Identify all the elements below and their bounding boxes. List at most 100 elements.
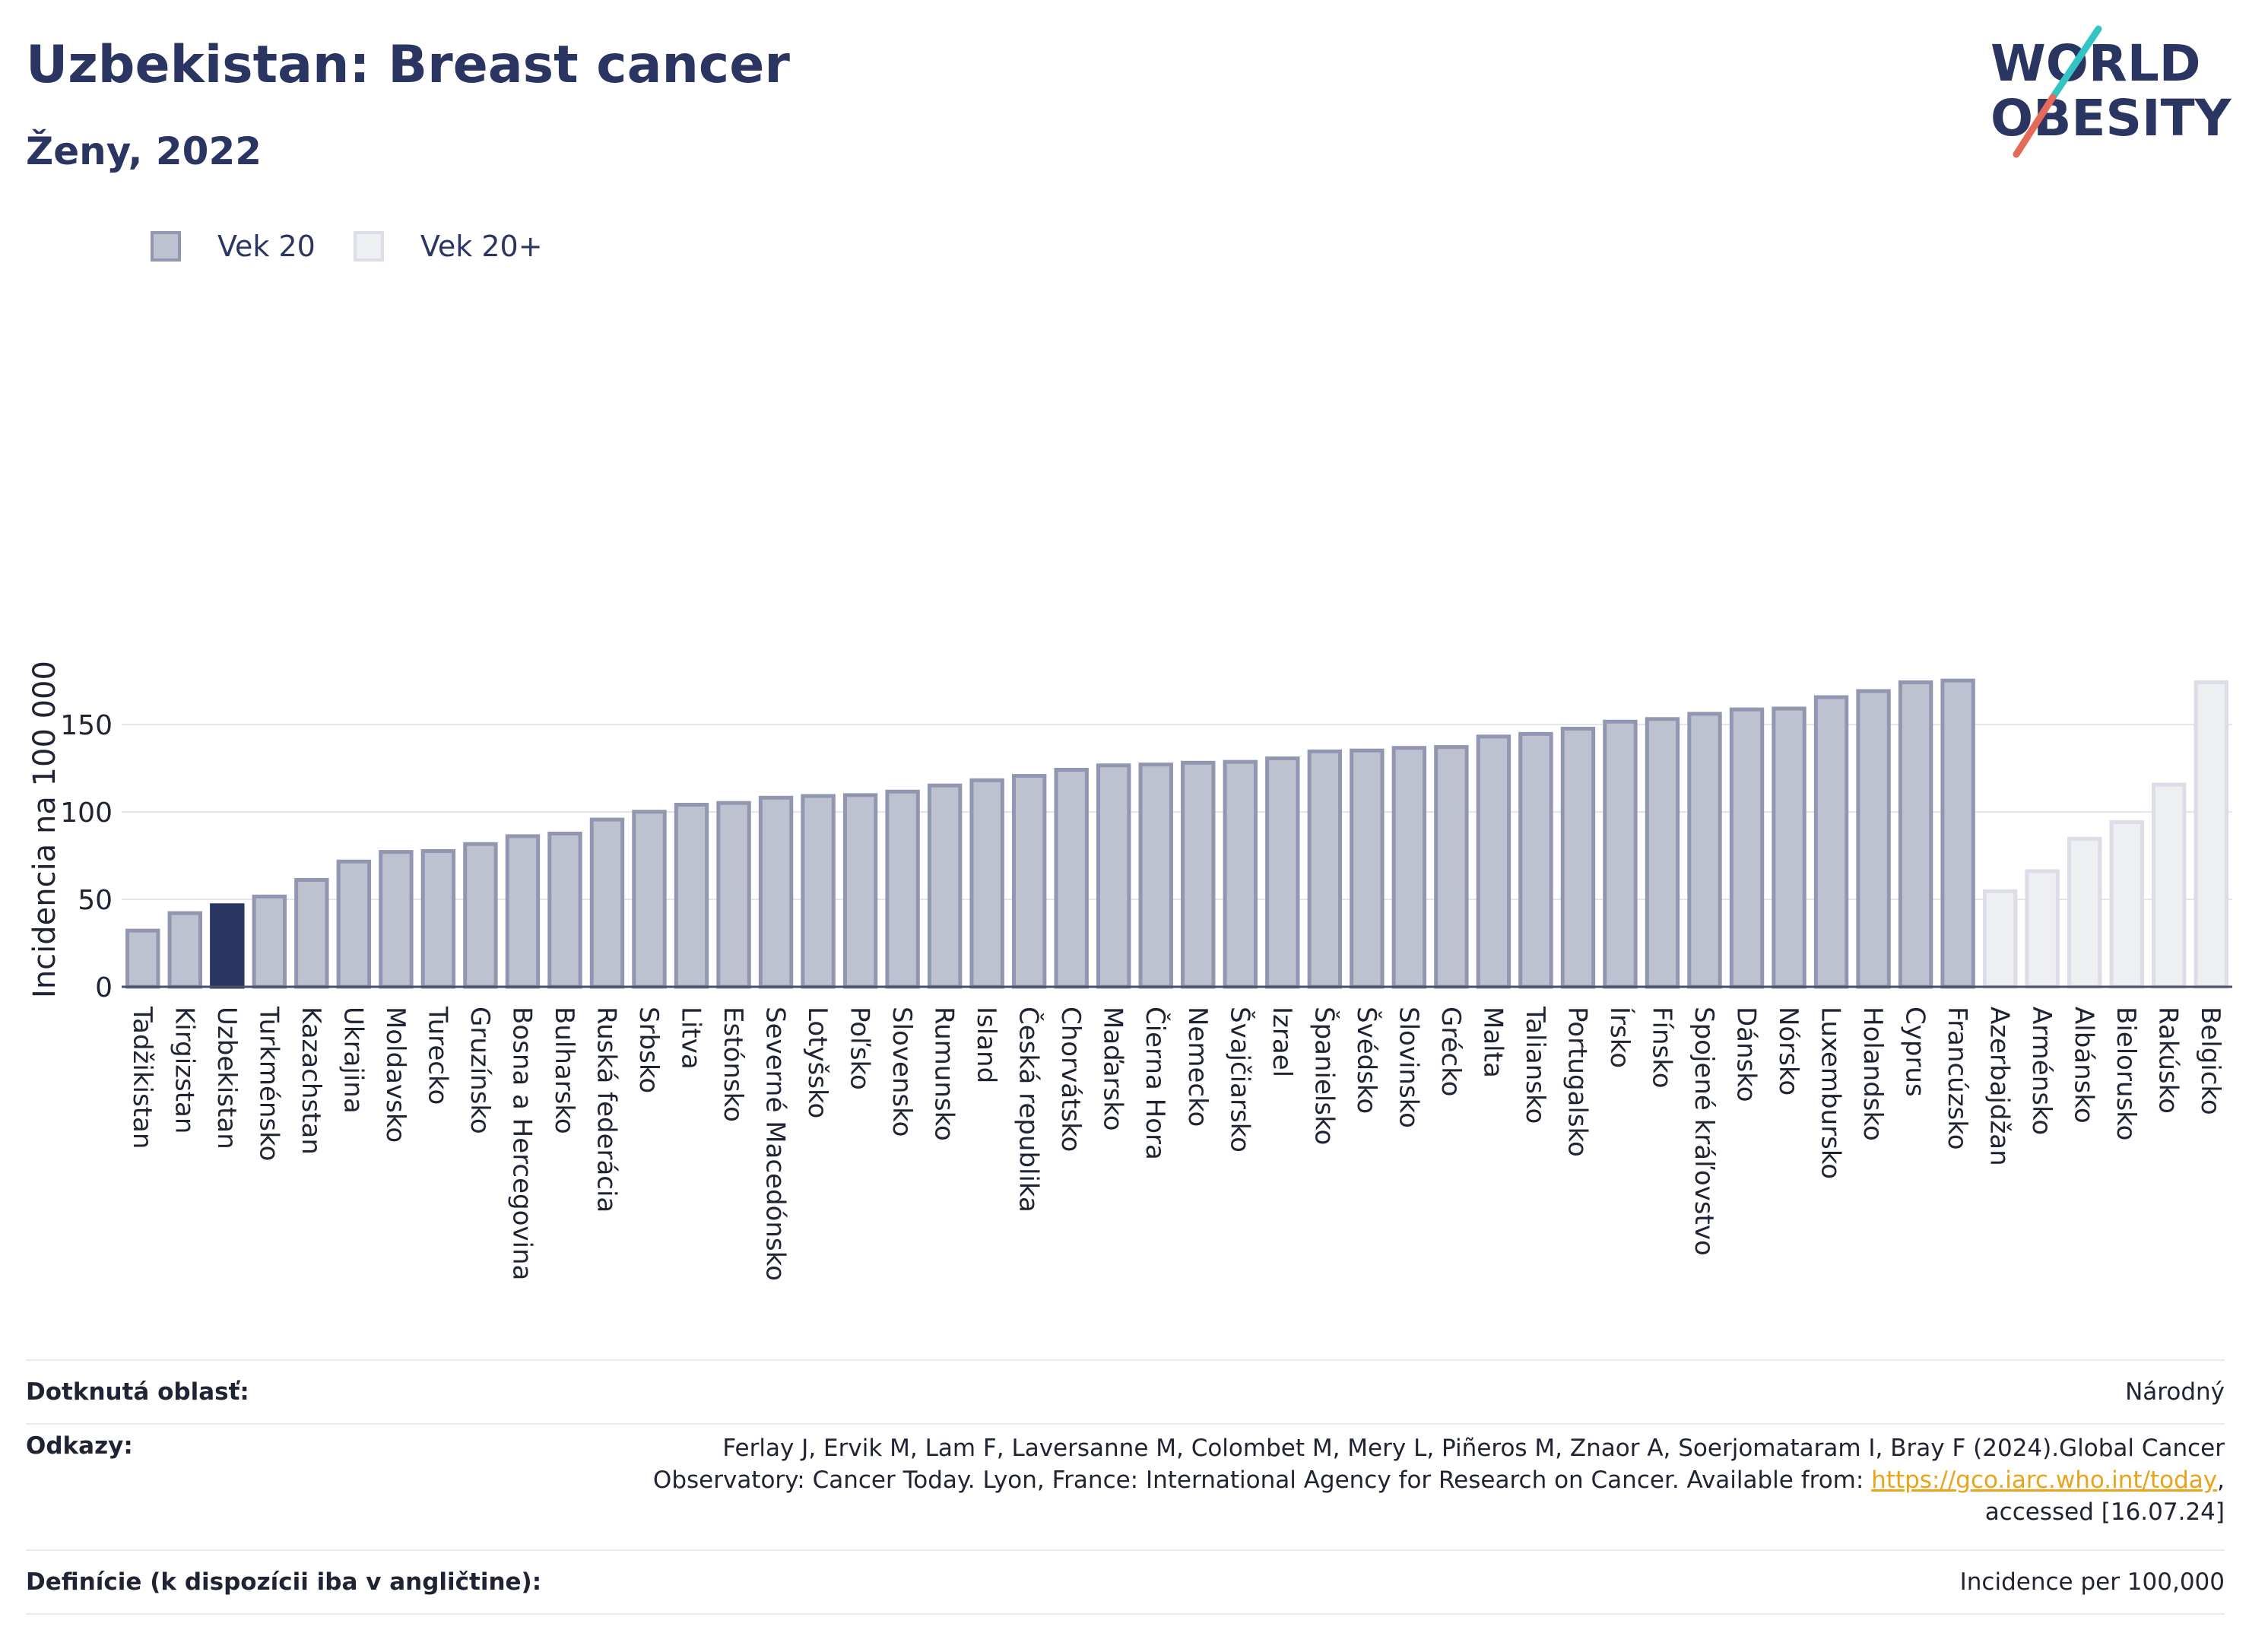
bar [2152,782,2187,989]
bar [1772,706,1806,989]
bar [252,894,287,989]
x-tick-label: Bosna a Hercegovina [506,1007,537,1280]
x-tick-label: Kirgizstan [169,1007,199,1134]
x-tick-label: Litva [676,1007,706,1070]
bar [758,795,794,989]
x-tick-label: Írsko [1604,1007,1635,1068]
x-tick-label: Nemecko [1182,1007,1213,1127]
bar [547,831,582,989]
x-tick-label: Turkménsko [253,1006,284,1161]
x-tick-label: Belgicko [2195,1007,2225,1115]
legend-swatch-vek-20-plus [353,231,384,262]
x-tick-label: Slovensko [887,1007,917,1137]
x-tick-label: Slovinsko [1393,1007,1423,1128]
info-refs-line2: Observatory: Cancer Today. Lyon, France:… [653,1464,2225,1496]
bar [1138,763,1173,989]
x-tick-label: Bulharsko [549,1007,579,1134]
x-tick-label: Arménsko [2026,1007,2057,1135]
x-tick-label: Rakúsko [2153,1007,2184,1114]
x-tick-label: Poľsko [845,1007,875,1090]
bar [1898,680,1933,989]
chart-title: Uzbekistan: Breast cancer [26,35,790,95]
x-tick-label: Fínsko [1646,1007,1676,1089]
x-tick-label: Moldavsko [380,1007,411,1143]
x-tick-label: Španielsko [1308,1007,1340,1145]
x-tick-label: Česká republika [1013,1007,1045,1213]
chart-legend: Vek 20 Vek 20+ [151,225,581,268]
logo-text-world: WORLD [1990,34,2201,93]
bar [1011,774,1047,989]
bar [1518,731,1553,989]
x-tick-label: Nórsko [1773,1007,1803,1096]
x-tick-label: Srbsko [633,1007,664,1093]
bar [2025,869,2060,989]
bar [1096,763,1131,989]
x-tick-label: Luxembursko [1816,1007,1846,1179]
x-tick-label: Cyprus [1900,1007,1930,1097]
bar [1476,734,1511,989]
x-tick-label: Taliansko [1520,1006,1550,1124]
reference-link[interactable]: https://gco.iarc.who.int/today [1871,1467,2218,1494]
x-tick-label: Čierna Hora [1140,1007,1171,1160]
bar [210,903,245,989]
x-tick-label: Gruzínsko [465,1007,495,1134]
y-tick-label: 50 [78,885,113,916]
x-tick-label: Island [971,1007,1001,1083]
x-tick-label: Švédsko [1351,1007,1382,1114]
x-tick-label: Bielorusko [2111,1007,2141,1140]
bar [1181,760,1216,989]
x-tick-label: Severné Macedónsko [760,1007,791,1281]
x-tick-label: Chorvátsko [1055,1007,1086,1152]
bar [1350,748,1385,989]
info-refs-line1: Ferlay J, Ervik M, Lam F, Laversanne M, … [722,1435,2225,1462]
info-table: Dotknutá oblasť: Národný Odkazy: Ferlay … [26,1359,2225,1615]
x-tick-label: Ruská federácia [591,1007,621,1213]
legend-swatch-vek-20 [151,231,181,262]
bar [842,793,878,989]
x-tick-label: Lotyšsko [802,1007,833,1118]
bar [125,928,160,989]
x-tick-label: Azerbajdžan [1984,1007,2015,1166]
bar [674,803,709,989]
bar [885,789,920,989]
bar [420,848,456,989]
x-tick-label: Maďarsko [1098,1007,1128,1131]
y-tick-label: 100 [60,797,113,829]
y-tick-label: 150 [60,710,113,741]
bar [1223,759,1258,989]
bar [167,911,202,989]
info-row-area: Dotknutá oblasť: Národný [26,1359,2225,1423]
x-tick-label: Turecko [422,1006,452,1105]
info-row-definitions: Definície (k dispozícii iba v angličtine… [26,1549,2225,1615]
x-tick-label: Grécko [1435,1007,1466,1096]
x-tick-label: Tadžikistan [127,1006,157,1149]
x-tick-label: Albánsko [2069,1007,2099,1124]
legend-label-vek-20: Vek 20 [217,230,316,263]
bar [1307,749,1343,989]
info-def-label: Definície (k dispozícii iba v angličtine… [26,1568,542,1596]
info-refs-label: Odkazy: [26,1432,133,1460]
bar [1813,695,1849,989]
logo-slash-teal [2049,25,2102,101]
bar [632,810,667,989]
x-tick-label: Rumunsko [929,1007,960,1141]
x-tick-label: Uzbekistan [211,1007,242,1149]
info-area-value: Národný [2125,1378,2225,1406]
legend-item-vek-20-plus[interactable]: Vek 20+ [353,230,543,263]
bar [336,859,372,989]
bar [505,834,541,989]
logo-slash-red [2013,94,2057,158]
info-row-references: Odkazy: Ferlay J, Ervik M, Lam F, Lavers… [26,1423,2225,1549]
bar [294,877,329,989]
bar [1729,707,1765,989]
bar [801,794,836,989]
bar [589,817,625,989]
bar [1687,712,1722,989]
legend-item-vek-20[interactable]: Vek 20 [151,230,316,263]
bar [1391,746,1427,989]
bar [379,850,414,989]
x-tick-label: Francúzsko [1942,1007,1972,1150]
bar [1603,719,1638,989]
x-tick-label: Ukrajina [338,1007,368,1114]
bar [716,801,751,989]
